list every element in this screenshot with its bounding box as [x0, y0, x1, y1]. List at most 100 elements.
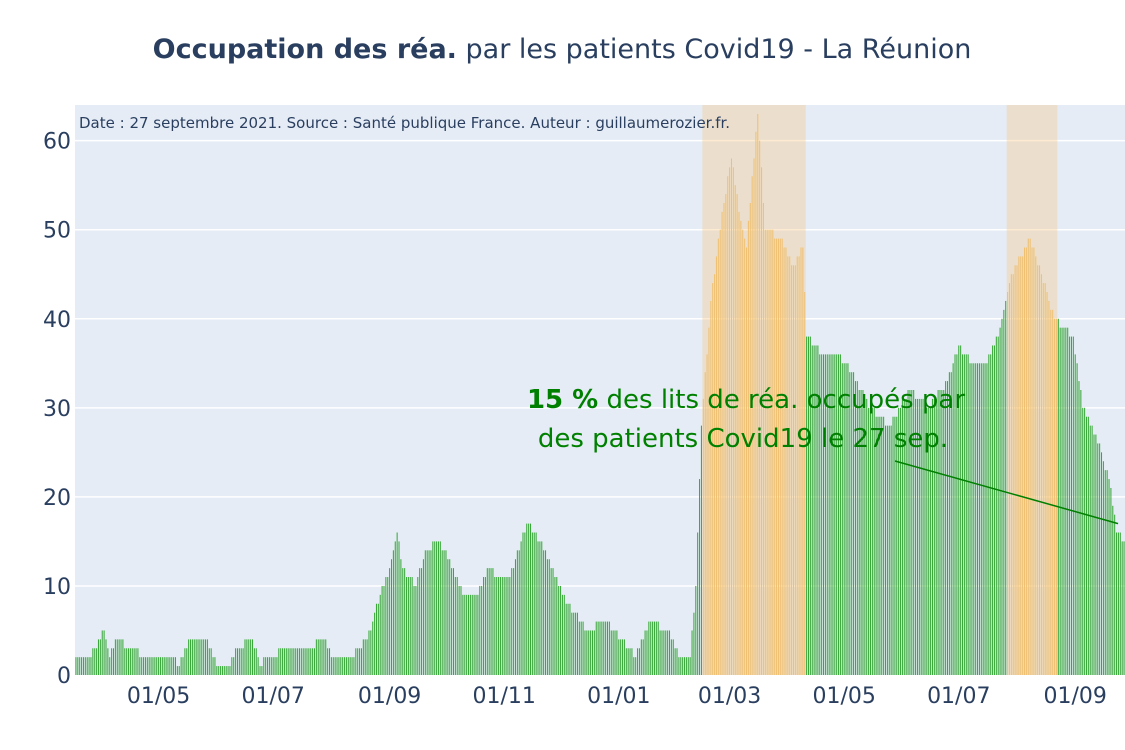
bar	[832, 354, 834, 675]
bar	[868, 407, 870, 675]
bar	[1059, 327, 1061, 675]
bar	[451, 568, 453, 675]
bar	[888, 425, 890, 675]
bar	[1044, 283, 1046, 675]
bar	[368, 630, 370, 675]
bar	[278, 648, 280, 675]
bar	[1003, 309, 1005, 675]
bar	[1116, 532, 1118, 675]
bar	[967, 354, 969, 675]
bar	[879, 416, 881, 675]
bar	[588, 630, 590, 675]
bar	[747, 220, 749, 675]
bar	[240, 648, 242, 675]
bar	[625, 648, 627, 675]
bar	[158, 657, 160, 675]
bar	[150, 657, 152, 675]
bar	[699, 479, 701, 675]
bar	[1046, 292, 1048, 675]
bar	[571, 612, 573, 675]
bar	[171, 657, 173, 675]
bar	[714, 274, 716, 675]
bar	[1080, 390, 1082, 675]
bar	[1022, 256, 1024, 675]
bar	[490, 568, 492, 675]
bar	[898, 407, 900, 675]
bar	[552, 568, 554, 675]
bar	[759, 140, 761, 675]
bar	[383, 585, 385, 675]
bar	[377, 603, 379, 675]
bar	[253, 648, 255, 675]
bar	[184, 648, 186, 675]
bar	[285, 648, 287, 675]
bar	[445, 550, 447, 675]
bar	[700, 425, 702, 675]
bar	[394, 541, 396, 675]
bar	[871, 407, 873, 675]
bar	[265, 657, 267, 675]
bar	[779, 238, 781, 675]
bar	[248, 639, 250, 675]
bar	[513, 568, 515, 675]
bar	[719, 229, 721, 675]
plot-area	[75, 105, 1125, 675]
bar	[178, 666, 180, 675]
bar	[143, 657, 145, 675]
bar	[999, 327, 1001, 675]
bar	[560, 585, 562, 675]
bar	[385, 577, 387, 675]
bar	[101, 630, 103, 675]
bar	[543, 550, 545, 675]
bar	[139, 657, 141, 675]
bar	[670, 639, 672, 675]
bar	[905, 398, 907, 675]
bar	[473, 594, 475, 675]
bar	[406, 577, 408, 675]
bar	[1057, 318, 1059, 675]
bar	[419, 568, 421, 675]
bar	[223, 666, 225, 675]
bar	[710, 300, 712, 675]
bar	[116, 639, 118, 675]
bar	[112, 648, 115, 675]
bar	[963, 354, 965, 675]
bar	[415, 585, 417, 675]
annotation: 15 % des lits de réa. occupés par des pa…	[527, 385, 1119, 525]
bar	[436, 541, 438, 675]
bar	[612, 630, 614, 675]
bar	[548, 559, 550, 675]
bar	[948, 372, 950, 675]
bar	[214, 657, 216, 675]
bar	[956, 354, 958, 675]
bar	[657, 621, 659, 675]
bar	[573, 612, 575, 675]
bar	[745, 247, 748, 675]
bar	[174, 657, 177, 675]
bar	[851, 372, 853, 675]
bar	[691, 630, 693, 675]
bar	[511, 568, 513, 675]
y-tick-label: 60	[43, 130, 71, 155]
bar	[443, 550, 445, 675]
x-tick-label: 01/11	[473, 684, 536, 709]
bar	[411, 577, 413, 675]
bar	[126, 648, 128, 675]
bar	[616, 630, 618, 675]
bar	[978, 363, 980, 675]
bar	[216, 666, 218, 675]
bar	[456, 577, 458, 675]
bar	[597, 621, 599, 675]
bar	[789, 256, 791, 675]
bar	[496, 577, 498, 675]
bar	[503, 577, 505, 675]
bar	[787, 256, 789, 675]
chart-title-bold: Occupation des réa.	[153, 34, 457, 65]
bar	[1035, 256, 1037, 675]
bar	[894, 416, 896, 675]
bar	[892, 416, 894, 675]
bar	[509, 577, 511, 675]
bar	[486, 568, 488, 675]
bar	[84, 657, 86, 675]
bar	[471, 594, 473, 675]
